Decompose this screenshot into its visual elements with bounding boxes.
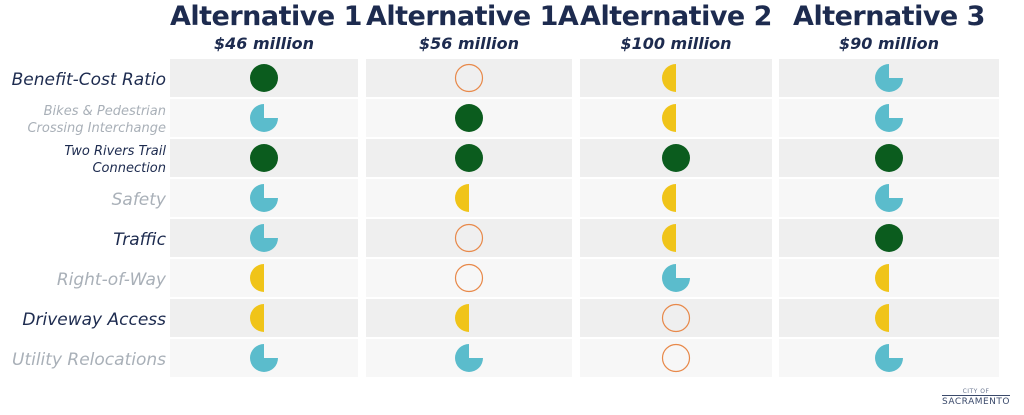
three-quarter-circle-icon (455, 344, 483, 372)
rating-cell (366, 99, 572, 137)
criterion-label: Right-of-Way (56, 270, 166, 290)
three-quarter-circle-icon (662, 264, 690, 292)
rating-cell (779, 299, 999, 337)
rating-cell (170, 59, 358, 97)
rating-cell (366, 139, 572, 177)
criterion-label: Utility Relocations (12, 350, 166, 370)
alternative-column-4 (779, 58, 999, 380)
half-circle-icon (250, 304, 264, 332)
rating-cell (366, 339, 572, 377)
alternative-title: Alternative 1 (170, 1, 362, 32)
half-circle-icon (455, 304, 469, 332)
half-circle-icon (455, 184, 469, 212)
full-circle-icon (455, 104, 483, 132)
rating-cell (580, 299, 772, 337)
criterion-label: Driveway Access (22, 310, 166, 330)
rating-cell (779, 339, 999, 377)
rating-cell (580, 99, 772, 137)
half-circle-icon (250, 264, 264, 292)
criterion-label: Benefit-Cost Ratio (11, 70, 166, 90)
alternative-title: Alternative 2 (580, 1, 772, 32)
rating-cell (779, 99, 999, 137)
half-circle-icon (875, 264, 889, 292)
rating-cell (366, 259, 572, 297)
full-circle-icon (662, 144, 690, 172)
empty-circle-icon (454, 223, 484, 253)
three-quarter-circle-icon (250, 224, 278, 252)
alternative-cost: $100 million (620, 34, 732, 53)
three-quarter-circle-icon (875, 184, 903, 212)
half-circle-icon (662, 224, 676, 252)
rating-cell (170, 259, 358, 297)
rating-cell (779, 59, 999, 97)
three-quarter-circle-icon (250, 344, 278, 372)
criterion-label: Traffic (113, 230, 166, 250)
rating-cell (580, 59, 772, 97)
alternative-title: Alternative 3 (793, 1, 985, 32)
three-quarter-circle-icon (875, 344, 903, 372)
rating-cell (366, 179, 572, 217)
half-circle-icon (662, 64, 676, 92)
criterion-label: Safety (111, 190, 166, 210)
half-circle-icon (662, 104, 676, 132)
alternative-cost: $90 million (839, 34, 939, 53)
three-quarter-circle-icon (250, 184, 278, 212)
rating-cell (366, 299, 572, 337)
rating-cell (580, 259, 772, 297)
alternative-column-2 (366, 58, 572, 380)
alternative-cost: $46 million (214, 34, 314, 53)
alternative-header-1: Alternative 1 $46 million (170, 0, 362, 54)
full-circle-icon (250, 64, 278, 92)
three-quarter-circle-icon (875, 64, 903, 92)
criterion-label: Two Rivers Trail Connection (64, 144, 166, 176)
full-circle-icon (250, 144, 278, 172)
rating-cell (170, 339, 358, 377)
alternative-column-1 (170, 58, 358, 380)
rating-cell (779, 259, 999, 297)
rating-cell (580, 339, 772, 377)
alternative-header-4: Alternative 3 $90 million (779, 0, 999, 54)
rating-cell (580, 219, 772, 257)
rating-cell (366, 219, 572, 257)
city-logo: CITY OF SACRAMENTO (942, 388, 1010, 407)
rating-cell (170, 299, 358, 337)
rating-cell (170, 219, 358, 257)
rating-cell (170, 99, 358, 137)
three-quarter-circle-icon (875, 104, 903, 132)
rating-cell (580, 139, 772, 177)
rating-cell (779, 139, 999, 177)
criterion-label: Bikes & Pedestrian Crossing Interchange (27, 104, 166, 136)
rating-cell (170, 139, 358, 177)
alternative-column-3 (580, 58, 772, 380)
empty-circle-icon (661, 303, 691, 333)
full-circle-icon (875, 224, 903, 252)
rating-cell (170, 179, 358, 217)
three-quarter-circle-icon (250, 104, 278, 132)
half-circle-icon (875, 304, 889, 332)
alternative-cost: $56 million (419, 34, 519, 53)
rating-cell (366, 59, 572, 97)
half-circle-icon (662, 184, 676, 212)
alternative-header-2: Alternative 1A $56 million (366, 0, 579, 54)
rating-cell (779, 219, 999, 257)
full-circle-icon (875, 144, 903, 172)
empty-circle-icon (454, 63, 484, 93)
alternative-header-3: Alternative 2 $100 million (580, 0, 772, 54)
alternative-title: Alternative 1A (366, 1, 579, 32)
empty-circle-icon (454, 263, 484, 293)
rating-cell (580, 179, 772, 217)
full-circle-icon (455, 144, 483, 172)
rating-cell (779, 179, 999, 217)
empty-circle-icon (661, 343, 691, 373)
